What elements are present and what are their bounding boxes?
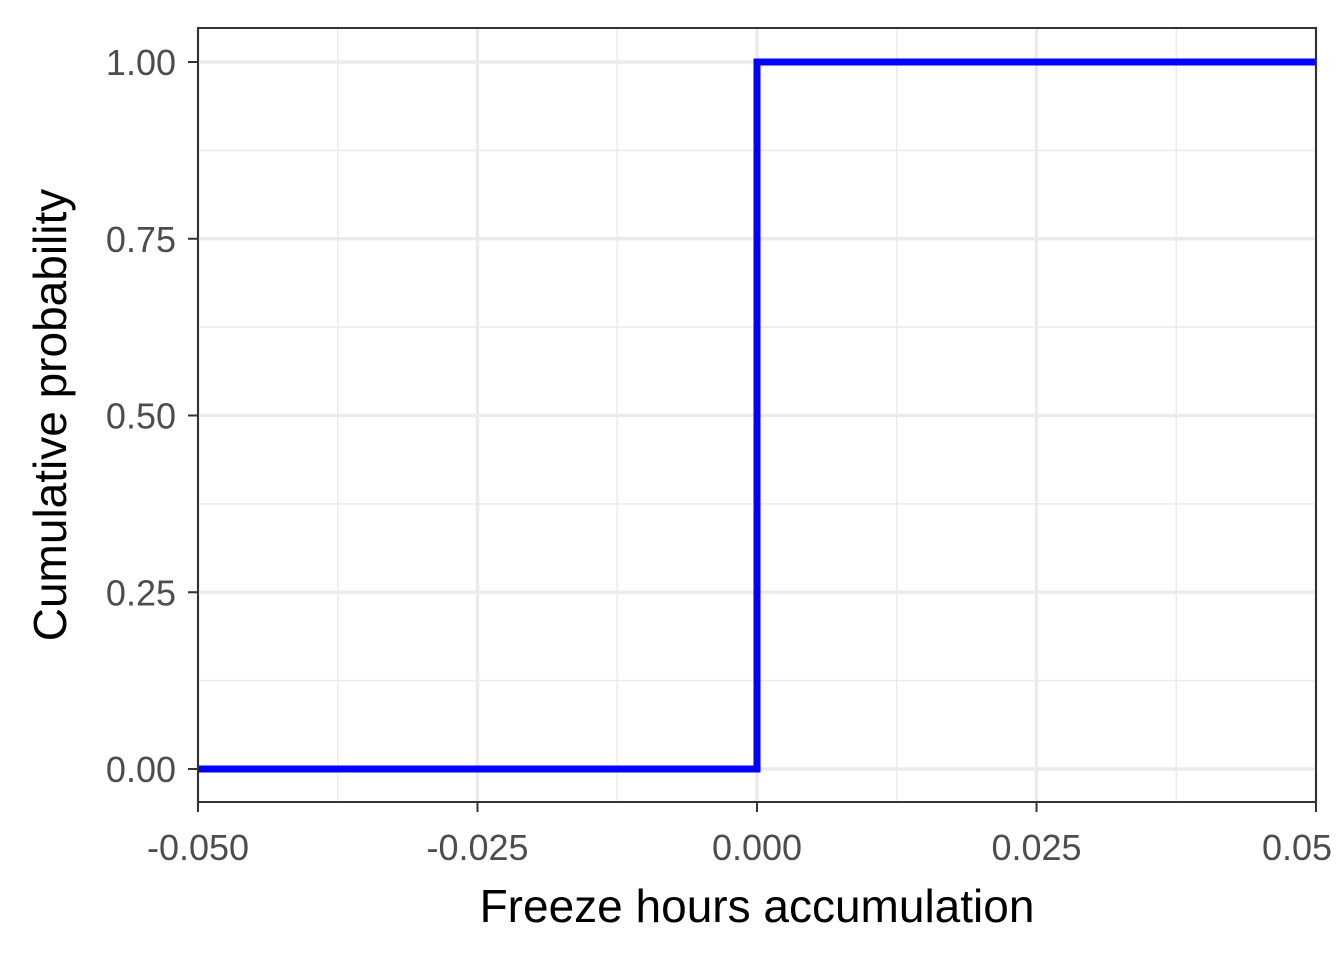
x-tick-label: -0.025	[426, 827, 528, 868]
y-tick-label: 0.00	[106, 749, 176, 790]
y-tick-label: 0.25	[106, 572, 176, 613]
y-tick-label: 0.50	[106, 396, 176, 437]
y-axis-title: Cumulative probability	[24, 189, 76, 642]
x-axis-title: Freeze hours accumulation	[480, 880, 1035, 932]
y-tick-label: 1.00	[106, 42, 176, 83]
y-axis-ticks: 0.00 0.25 0.50 0.75 1.00	[106, 42, 198, 790]
x-tick-label: 0.025	[991, 827, 1081, 868]
cdf-step-line	[198, 58, 1316, 773]
x-tick-label: -0.050	[147, 827, 249, 868]
y-tick-label: 0.75	[106, 219, 176, 260]
x-tick-label: 0.05	[1262, 827, 1332, 868]
x-tick-label: 0.000	[712, 827, 802, 868]
series-layer	[198, 58, 1316, 773]
x-axis-ticks: -0.050 -0.025 0.000 0.025 0.05	[147, 802, 1332, 868]
